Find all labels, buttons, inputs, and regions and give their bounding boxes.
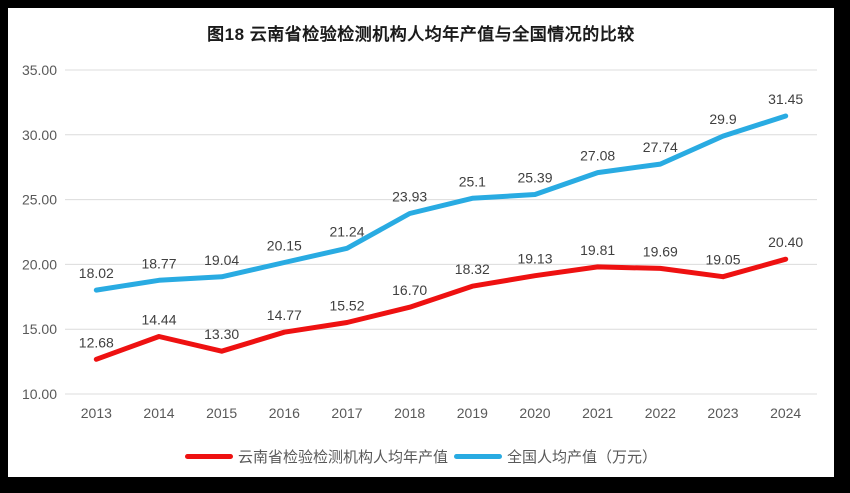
chart-title: 图18 云南省检验检测机构人均年产值与全国情况的比较: [207, 25, 635, 44]
data-label: 27.08: [580, 148, 615, 164]
data-label: 19.69: [643, 243, 678, 259]
data-label: 14.77: [267, 307, 302, 323]
legend-swatch-yunnan: [184, 454, 233, 459]
data-label: 16.70: [392, 282, 427, 298]
x-axis-label: 2015: [206, 405, 237, 421]
chart-legend: 云南省检验检测机构人均年产值 全国人均产值（万元）: [8, 446, 834, 467]
legend-item-national: 全国人均产值（万元）: [454, 446, 657, 467]
series-line: [93, 256, 789, 362]
data-label: 25.1: [459, 173, 486, 189]
x-axis-label: 2014: [143, 405, 174, 421]
y-axis-tick-label: 15.00: [22, 321, 57, 337]
y-axis-tick-label: 20.00: [22, 256, 57, 272]
x-axis-label: 2018: [394, 405, 425, 421]
x-axis-label: 2021: [582, 405, 613, 421]
data-label: 18.77: [141, 255, 176, 271]
series-line: [93, 113, 789, 293]
data-label: 23.93: [392, 188, 427, 204]
x-axis-label: 2017: [331, 405, 362, 421]
data-label: 15.52: [329, 297, 364, 313]
data-label: 14.44: [141, 311, 176, 327]
x-axis-label: 2013: [81, 405, 112, 421]
legend-label-yunnan: 云南省检验检测机构人均年产值: [237, 449, 448, 466]
line-chart: 10.00 15.00 20.00 25.00 30.00 35.00 2013 2014 20…: [22, 62, 817, 421]
chart-canvas: 10.00 15.00 20.00 25.00 30.00 35.00 2013 2014 20…: [8, 8, 834, 477]
data-label: 21.24: [329, 223, 364, 239]
y-axis-tick-label: 10.00: [22, 386, 57, 402]
data-label: 19.05: [705, 252, 740, 268]
legend-label-national: 全国人均产值（万元）: [507, 449, 658, 466]
y-axis-tick-label: 30.00: [22, 127, 57, 143]
data-label: 19.13: [517, 251, 552, 267]
data-label: 20.15: [267, 237, 302, 253]
data-label: 19.81: [580, 242, 615, 258]
legend-swatch-national: [454, 454, 502, 459]
y-axis-tick-label: 25.00: [22, 192, 57, 208]
data-label: 18.32: [455, 261, 490, 277]
x-axis-label: 2019: [457, 405, 488, 421]
data-label: 19.04: [204, 252, 239, 268]
data-label: 13.30: [204, 326, 239, 342]
x-axis-label: 2020: [519, 405, 550, 421]
x-axis-label: 2022: [645, 405, 676, 421]
x-axis-label: 2024: [770, 405, 801, 421]
data-label: 31.45: [768, 91, 803, 107]
data-label: 29.9: [709, 111, 736, 127]
data-label: 20.40: [768, 234, 803, 250]
data-label: 25.39: [517, 170, 552, 186]
data-label: 27.74: [643, 139, 678, 155]
y-axis-tick-label: 35.00: [22, 62, 57, 78]
legend-item-yunnan: 云南省检验检测机构人均年产值: [184, 446, 448, 467]
x-axis-label: 2016: [269, 405, 300, 421]
data-label: 12.68: [79, 334, 114, 350]
x-axis-label: 2023: [707, 405, 738, 421]
data-label: 18.02: [79, 265, 114, 281]
